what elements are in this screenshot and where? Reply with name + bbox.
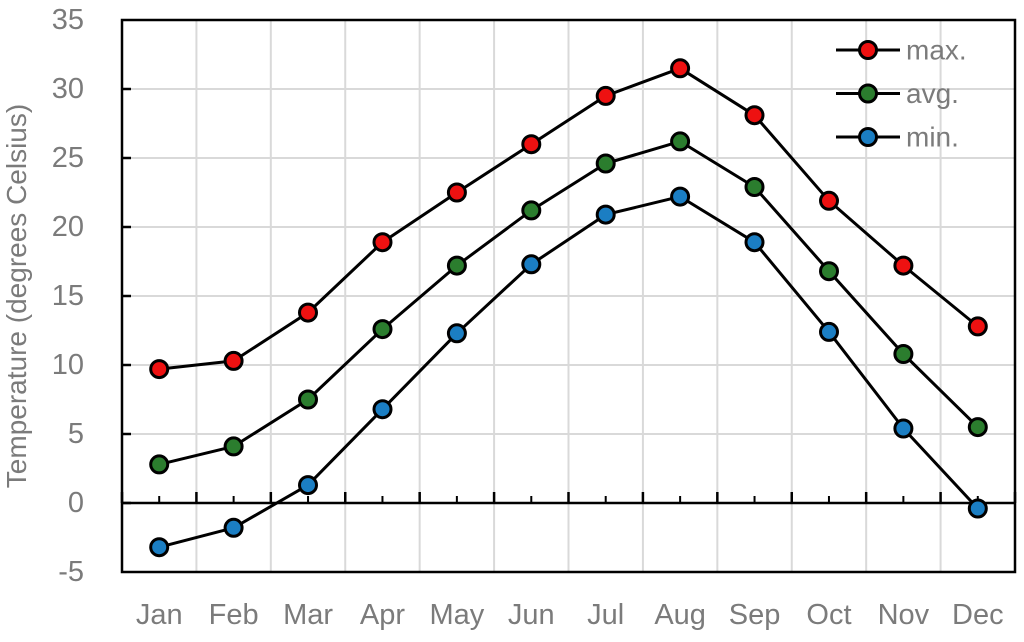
x-tick-label: Jul: [587, 599, 624, 631]
legend-marker-min: [858, 127, 878, 147]
y-tick-label: 10: [52, 349, 84, 381]
y-tick-label: 25: [52, 142, 84, 174]
y-axis-title: Temperature (degrees Celsius): [1, 104, 32, 488]
data-point-min-Apr: [372, 399, 393, 420]
x-tick-label: May: [429, 599, 484, 631]
series-line-min: [158, 195, 979, 549]
data-point-max-Apr: [372, 232, 393, 253]
gridlines: [122, 20, 1015, 572]
data-point-min-Dec: [967, 498, 988, 519]
data-point-avg-Aug: [670, 131, 691, 152]
data-point-min-Feb: [223, 517, 244, 538]
data-point-min-Jul: [595, 204, 616, 225]
y-tick-label: 15: [52, 280, 84, 312]
x-tick-label: Oct: [806, 599, 851, 631]
legend-label-max: max.: [906, 35, 967, 66]
data-point-max-Oct: [819, 190, 839, 211]
data-point-min-Jun: [521, 254, 542, 275]
y-tick-label: 0: [68, 487, 84, 519]
x-tick-label: Sep: [729, 599, 781, 631]
data-point-avg-Jun: [521, 200, 542, 221]
data-point-max-Sep: [744, 105, 765, 126]
data-point-max-Aug: [670, 58, 691, 79]
data-point-avg-Nov: [893, 344, 914, 364]
data-point-max-Mar: [298, 302, 318, 323]
x-tick-label: Aug: [654, 599, 706, 631]
data-point-max-Jun: [521, 134, 542, 155]
data-point-min-May: [446, 323, 467, 344]
x-tick-label: Apr: [360, 599, 405, 631]
axes: [120, 18, 1017, 574]
data-point-max-Dec: [967, 316, 988, 337]
legend-marker-avg: [858, 83, 878, 104]
data-point-max-May: [446, 182, 467, 203]
y-tick-label: -5: [58, 556, 84, 588]
data-point-max-Jul: [595, 85, 616, 106]
data-point-avg-Mar: [298, 389, 318, 410]
data-point-avg-Apr: [372, 319, 393, 340]
axis-labels: 35 30 25 20 15 10 5 0 -5 Jan Feb Mar Apr May Jun Jul Aug…: [52, 4, 1004, 631]
data-point-avg-May: [446, 255, 467, 276]
data-point-avg-Dec: [967, 417, 988, 438]
y-tick-label: 30: [52, 73, 84, 105]
data-point-avg-Jan: [149, 454, 170, 475]
data-point-avg-Jul: [595, 153, 616, 174]
data-point-min-Aug: [670, 186, 691, 207]
x-tick-label: Dec: [952, 599, 1004, 631]
legend-label-min: min.: [906, 122, 959, 153]
x-tick-label: Jun: [508, 599, 555, 631]
data-series: [149, 58, 988, 558]
data-point-avg-Oct: [819, 261, 839, 282]
legend-label-avg: avg.: [906, 78, 959, 109]
x-tick-label: Nov: [878, 599, 930, 631]
data-point-avg-Feb: [223, 436, 244, 457]
data-point-max-Jan: [149, 359, 170, 380]
data-point-max-Feb: [223, 350, 244, 371]
series-line-avg: [158, 139, 979, 466]
data-point-min-Oct: [819, 321, 839, 342]
data-point-avg-Sep: [744, 177, 765, 197]
x-tick-label: Feb: [209, 599, 259, 631]
data-point-min-Jan: [149, 537, 170, 558]
data-point-min-Mar: [298, 475, 318, 496]
data-point-min-Sep: [744, 232, 765, 253]
data-point-min-Nov: [893, 418, 914, 439]
y-tick-label: 35: [52, 4, 84, 36]
x-tick-label: Jan: [136, 599, 183, 631]
series-line-max: [159, 66, 979, 371]
x-tick-label: Mar: [283, 599, 333, 631]
legend: max. avg. min.: [836, 35, 967, 153]
y-tick-label: 5: [68, 418, 84, 450]
y-tick-label: 20: [52, 211, 84, 243]
legend-marker-max: [858, 40, 878, 60]
data-point-max-Nov: [893, 255, 914, 276]
